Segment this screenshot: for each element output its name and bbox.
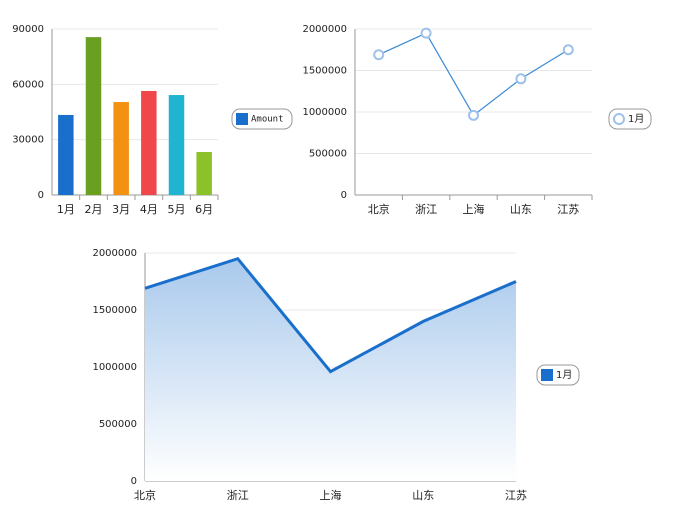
legend-label: 1月 — [628, 113, 644, 125]
legend-label: 1月 — [556, 369, 572, 381]
x-tick-label: 上海 — [463, 202, 485, 216]
x-tick-label: 北京 — [368, 202, 390, 216]
x-tick-label: 山东 — [412, 489, 434, 502]
x-tick-label: 1月 — [57, 203, 75, 216]
x-tick-label: 2月 — [85, 203, 103, 216]
legend-symbol — [613, 113, 625, 125]
x-tick-label: 山东 — [510, 203, 532, 216]
x-tick-label: 浙江 — [415, 203, 437, 216]
legend-label: Amount — [251, 115, 284, 125]
point — [468, 109, 479, 121]
bar — [58, 114, 74, 195]
y-tick-label: 1000000 — [92, 362, 137, 373]
bar — [168, 95, 185, 195]
x-tick-label: 上海 — [320, 488, 342, 502]
y-tick-label: 500000 — [99, 419, 137, 430]
y-tick-label: 30000 — [12, 135, 44, 146]
line — [144, 256, 517, 374]
x-tick-label: 3月 — [112, 203, 130, 216]
bar — [113, 102, 129, 195]
x-tick-label: 北京 — [134, 488, 156, 502]
legend-symbol — [236, 113, 248, 125]
y-tick-label: 500000 — [309, 149, 347, 160]
y-tick-label: 2000000 — [302, 24, 347, 35]
point — [420, 27, 432, 39]
x-tick-label: 4月 — [140, 203, 158, 216]
x-tick-label: 江苏 — [505, 489, 527, 502]
bar — [85, 37, 102, 195]
y-tick-label: 2000000 — [92, 248, 137, 259]
x-tick-label: 5月 — [168, 203, 186, 216]
x-tick-label: 6月 — [195, 203, 213, 216]
legend-symbol — [541, 369, 553, 381]
bar — [196, 152, 212, 195]
y-tick-label: 0 — [341, 190, 347, 201]
y-tick-label: 0 — [38, 190, 44, 201]
line — [378, 32, 569, 117]
bar — [141, 90, 157, 195]
y-tick-label: 0 — [131, 476, 137, 487]
point — [562, 44, 574, 56]
x-tick-label: 江苏 — [557, 203, 579, 216]
area — [145, 258, 516, 481]
point — [373, 49, 385, 61]
y-tick-label: 1000000 — [302, 107, 347, 118]
y-tick-label: 1500000 — [92, 305, 137, 316]
y-tick-label: 90000 — [12, 24, 44, 35]
point — [515, 73, 527, 85]
x-tick-label: 浙江 — [227, 489, 249, 502]
y-tick-label: 1500000 — [302, 66, 347, 77]
y-tick-label: 60000 — [12, 79, 44, 90]
